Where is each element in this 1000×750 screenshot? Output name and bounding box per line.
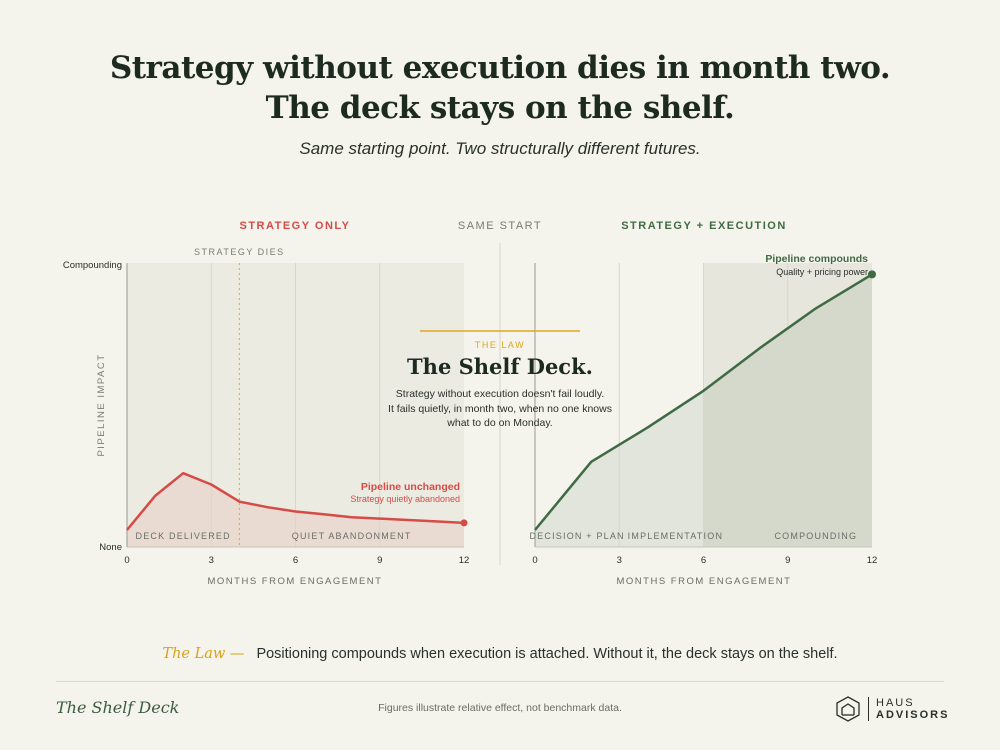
y-axis-label: PIPELINE IMPACT [96, 353, 107, 456]
left-x-ticks: 0 3 6 9 12 [124, 555, 469, 566]
law-kicker: THE LAW [475, 340, 525, 350]
logo-wordmark: HAUS ADVISORS [868, 697, 949, 721]
house-hexagon-icon [836, 696, 860, 722]
x-tick-label: 3 [617, 555, 622, 566]
strategy-execution-end-point [868, 270, 876, 279]
x-tick-label: 12 [867, 555, 878, 566]
right-end-label: Pipeline compounds [765, 253, 868, 265]
strategy-dies-label: STRATEGY DIES [194, 247, 285, 257]
footer-divider [56, 681, 944, 682]
law-title: The Shelf Deck. [407, 354, 593, 379]
right-end-sublabel: Quality + pricing power [776, 267, 868, 277]
phase-label: DECK DELIVERED [136, 531, 231, 541]
law-body-line-2: It fails quietly, in month two, when no … [388, 403, 612, 415]
left-end-label: Pipeline unchanged [361, 481, 460, 493]
phase-label: QUIET ABANDONMENT [292, 531, 412, 541]
right-panel-header: STRATEGY + EXECUTION [621, 220, 787, 232]
y-tick-bottom: None [99, 542, 122, 553]
logo-line-2: ADVISORS [876, 709, 950, 721]
page-subtitle: Same starting point. Two structurally di… [299, 139, 701, 158]
center-header: SAME START [458, 220, 542, 232]
left-x-axis-label: MONTHS FROM ENGAGEMENT [208, 576, 383, 587]
footer-note: Figures illustrate relative effect, not … [378, 702, 622, 714]
page-title: Strategy without execution dies in month… [0, 48, 1000, 128]
footer-brand: The Shelf Deck [56, 698, 180, 717]
logo-line-1: HAUS [876, 697, 915, 709]
law-body-line-1: Strategy without execution doesn't fail … [396, 388, 604, 400]
law-statement-text: Positioning compounds when execution is … [256, 646, 838, 662]
title-line-2: The deck stays on the shelf. [265, 90, 735, 126]
law-body-line-3: what to do on Monday. [446, 417, 552, 429]
right-x-ticks: 0 3 6 9 12 [532, 555, 877, 566]
x-tick-label: 0 [532, 555, 537, 566]
x-tick-label: 0 [124, 555, 129, 566]
title-line-1: Strategy without execution dies in month… [109, 50, 891, 86]
x-tick-label: 9 [785, 555, 790, 566]
left-panel-header: STRATEGY ONLY [240, 220, 351, 232]
x-tick-label: 12 [459, 555, 470, 566]
phase-label: COMPOUNDING [774, 531, 857, 541]
law-statement: The Law — Positioning compounds when exe… [0, 646, 1000, 662]
x-tick-label: 6 [293, 555, 298, 566]
x-tick-label: 9 [377, 555, 382, 566]
phase-label: IMPLEMENTATION [628, 531, 723, 541]
x-tick-label: 6 [701, 555, 706, 566]
right-x-axis-label: MONTHS FROM ENGAGEMENT [617, 576, 792, 587]
left-phase-labels: DECK DELIVERED QUIET ABANDONMENT [136, 531, 412, 541]
y-tick-top: Compounding [63, 260, 122, 271]
right-phase-labels: DECISION + PLAN IMPLEMENTATION COMPOUNDING [529, 531, 857, 541]
x-tick-label: 3 [209, 555, 214, 566]
strategy-only-end-point [460, 519, 468, 527]
strategy-execution-line [534, 273, 873, 531]
law-statement-label: The Law — [162, 646, 245, 662]
left-grid [210, 263, 381, 547]
right-grid [618, 263, 789, 547]
strategy-only-line [126, 471, 465, 531]
comparison-chart: STRATEGY ONLY SAME START STRATEGY + EXEC… [63, 220, 877, 587]
haus-advisors-logo: HAUS ADVISORS [836, 695, 949, 723]
phase-label: DECISION + PLAN [529, 531, 624, 541]
left-end-sublabel: Strategy quietly abandoned [350, 494, 460, 504]
